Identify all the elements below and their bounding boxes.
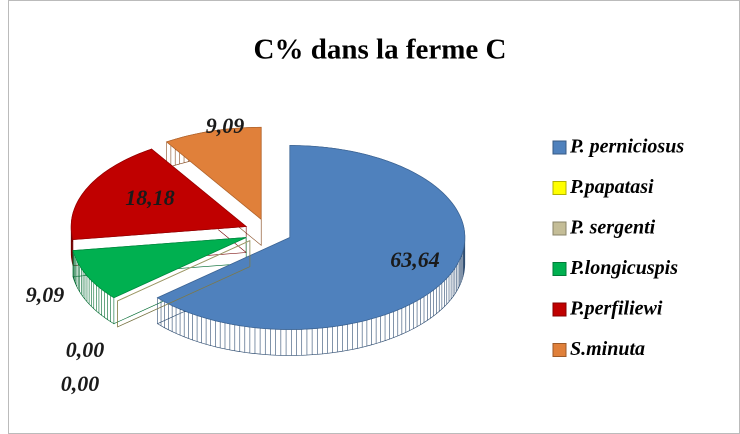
legend-swatch (552, 221, 567, 236)
data-label: 9,09 (206, 113, 245, 138)
slice (72, 237, 247, 299)
data-label: 0,00 (61, 371, 100, 396)
legend-swatch (552, 181, 567, 195)
data-label: 9,09 (26, 282, 65, 307)
data-label: 18,18 (125, 185, 175, 210)
legend-label: S.minuta (570, 338, 645, 360)
slice (165, 126, 262, 221)
chart-title: C% dans la ferme C (254, 34, 507, 66)
pie (70, 126, 466, 356)
legend-swatch (552, 140, 567, 155)
legend-label: P.papatasi (569, 176, 654, 198)
slice (156, 145, 466, 330)
slice (117, 240, 251, 302)
slice-side (117, 240, 251, 328)
legend-label: P. sergenti (569, 217, 656, 239)
legend-swatch (552, 343, 567, 357)
legend-label: P.perfiliewi (569, 298, 663, 320)
legend-label: P.longicuspis (569, 257, 678, 279)
legend-swatch (552, 302, 567, 317)
data-label: 63,64 (390, 247, 440, 272)
slice (70, 148, 248, 241)
legend-swatch (552, 262, 567, 276)
legend-label: P. perniciosus (569, 136, 684, 158)
legend: P. perniciosus P.papatasi P. sergenti P.lon… (552, 136, 684, 360)
data-label: 0,00 (66, 337, 105, 362)
